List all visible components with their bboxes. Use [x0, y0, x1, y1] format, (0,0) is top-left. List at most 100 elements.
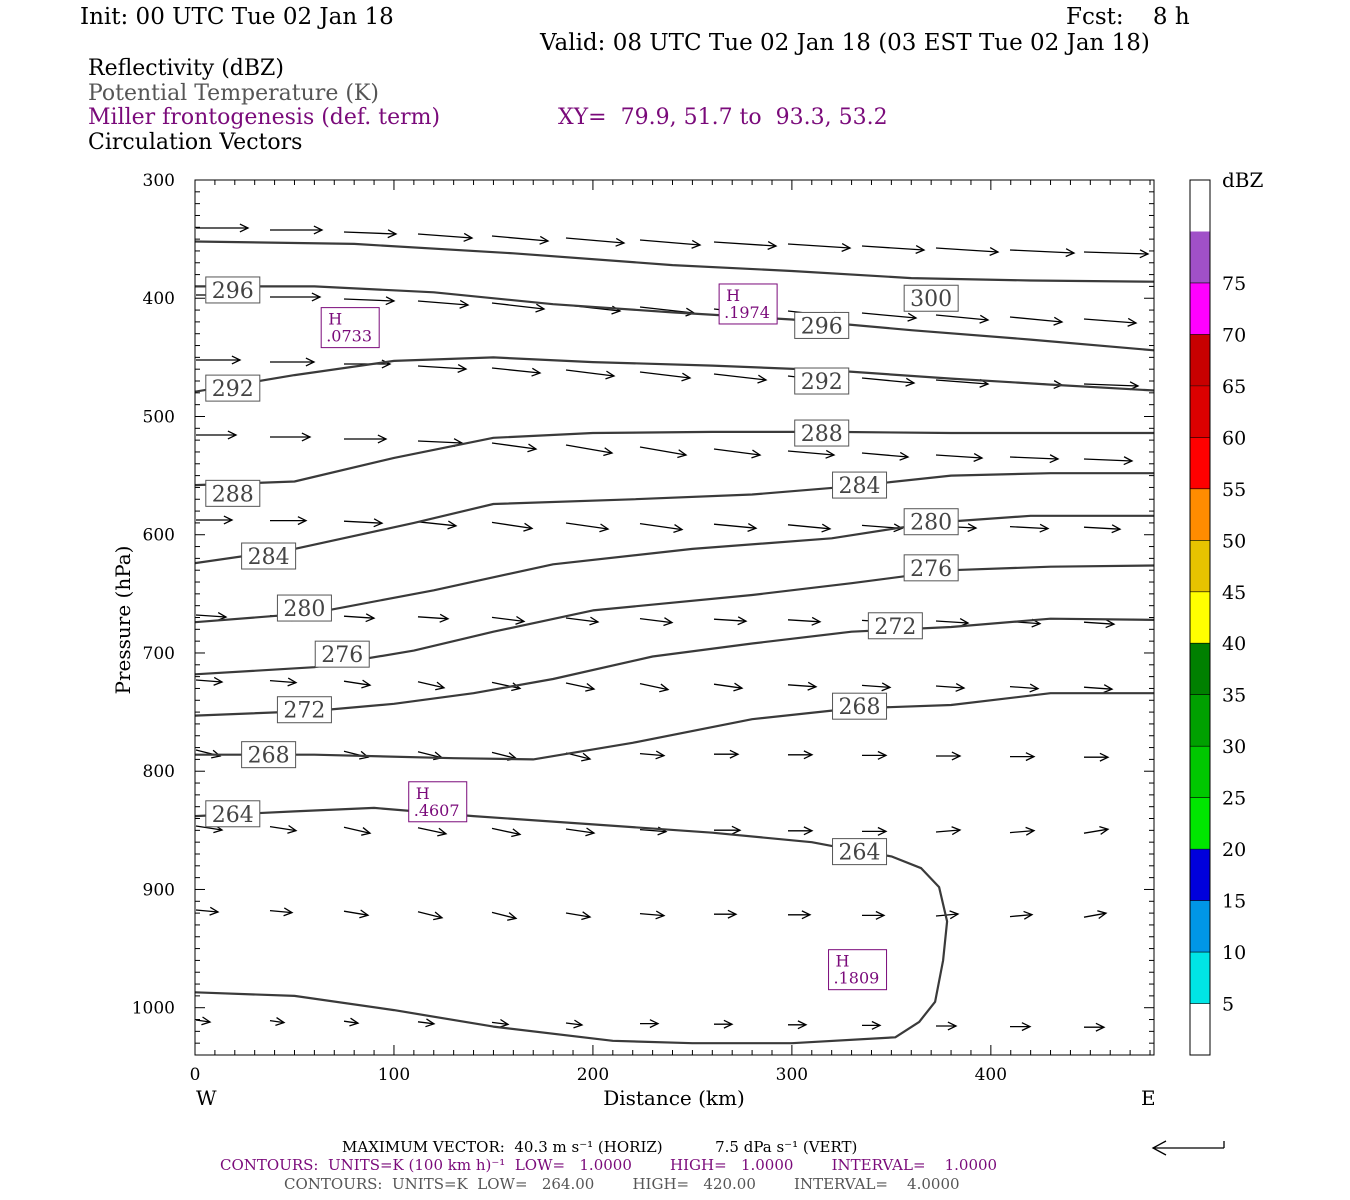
isentrope-label: 276 [910, 557, 952, 582]
circulation-vector [861, 312, 917, 319]
circulation-vector [343, 680, 371, 686]
circulation-vector [639, 239, 701, 246]
circulation-vector-head [223, 515, 234, 525]
circulation-vector-head [907, 312, 918, 322]
y-tick-labels: 300 400 500 600 700 800 900 1000 [132, 171, 175, 1019]
plot-frame [194, 179, 1155, 1056]
colorbar-segment [1190, 694, 1210, 747]
isentrope-label: 264 [212, 803, 254, 828]
circulation-vector-head [535, 303, 546, 313]
circulation-vector-head [603, 447, 614, 457]
circulation-vector [343, 615, 375, 619]
circulation-vector [565, 828, 595, 834]
circulation-vector-head [727, 909, 738, 919]
circulation-vector [639, 522, 683, 531]
circulation-vector-head [507, 912, 518, 921]
circulation-vector-head [821, 523, 832, 533]
y-tick-label: 400 [143, 289, 175, 309]
circulation-vector-head [649, 1019, 660, 1029]
circulation-vector-head [1103, 684, 1114, 694]
frontogenesis-max-value: .4607 [414, 801, 460, 820]
isentrope-label-box [903, 554, 959, 582]
isentrope-label-box [903, 284, 959, 312]
circulation-vector [1009, 249, 1075, 254]
circulation-vector [343, 910, 369, 916]
circulation-vector [1083, 251, 1149, 255]
circulation-vector-head [311, 292, 322, 302]
colorbar-segment [1190, 1003, 1210, 1055]
circulation-vector [935, 913, 959, 917]
circulation-vector [713, 448, 761, 456]
isentrope-264 [195, 806, 949, 1045]
circulation-vector [491, 521, 533, 530]
circulation-vector [195, 1019, 211, 1023]
circulation-vector [195, 909, 219, 913]
colorbar-segment [1190, 180, 1210, 232]
isentrope-label-box [241, 741, 297, 769]
isentrope-label-box [205, 800, 261, 828]
circulation-vector-head [751, 449, 762, 459]
circulation-vector [713, 373, 767, 381]
circulation-vector [491, 367, 541, 374]
circulation-vector-head [447, 520, 458, 530]
x-tick-labels: 0 100 200 300 400 [190, 1065, 1007, 1085]
isentrope-label: 288 [212, 482, 254, 507]
frontogenesis-max-box [718, 283, 778, 325]
circulation-vector-head [275, 1017, 286, 1026]
circulation-vector [195, 679, 223, 683]
circulation-vector-head [825, 449, 836, 459]
circulation-vector [491, 681, 521, 690]
circulation-vector [195, 614, 227, 618]
circulation-vector [417, 1021, 435, 1025]
circulation-vector-head [905, 377, 916, 387]
circulation-vector-head [757, 374, 768, 384]
colorbar-level-label: 75 [1222, 273, 1246, 295]
isentrope-label: 296 [801, 314, 843, 339]
colorbar-level-label: 20 [1222, 839, 1246, 861]
frontogenesis-max-value: .1809 [834, 969, 880, 988]
colorbar-level-label: 65 [1222, 376, 1246, 398]
circulation-vector-head [463, 232, 474, 242]
field-frontogenesis: Miller frontogenesis (def. term) [88, 105, 441, 130]
circulation-vector-head [437, 827, 448, 837]
y-axis-label: Pressure (hPa) [111, 546, 135, 695]
circulation-vector-head [1021, 1022, 1032, 1032]
colorbar-segment [1190, 540, 1210, 592]
circulation-vector-head [531, 367, 542, 377]
colorbar-level-label: 60 [1222, 427, 1246, 449]
circulation-vector-head [361, 827, 372, 836]
frontogenesis-max-box [320, 307, 380, 349]
circulation-vector [491, 827, 521, 836]
isentrope-label: 296 [212, 279, 254, 304]
colorbar-segment [1190, 900, 1210, 953]
colorbar: 5 10 15 20 25 30 35 40 45 50 55 60 65 70 75 [1189, 179, 1246, 1056]
x-axis-east-label: E [1141, 1086, 1156, 1110]
circulation-vector [787, 243, 851, 249]
circulation-vector-head [659, 683, 670, 693]
circulation-vector [343, 520, 383, 524]
cross-section-endpoints: XY= 79.9, 51.7 to 93.3, 53.2 [558, 105, 888, 130]
colorbar-unit: dBZ [1222, 168, 1264, 192]
circulation-vector-head [951, 751, 962, 761]
contours-theta-note: CONTOURS: UNITS=K LOW= 264.00 HIGH= 420.… [284, 1175, 960, 1193]
frontogenesis-max-box [828, 949, 888, 991]
circulation-vector-head [655, 750, 666, 760]
circulation-vector [1083, 383, 1139, 387]
circulation-vector-head [681, 372, 692, 382]
circulation-vector [1083, 526, 1121, 530]
circulation-vector-head [287, 824, 298, 834]
isentrope-label-box [794, 367, 850, 395]
colorbar-level-label: 40 [1222, 633, 1246, 655]
colorbar-segment [1190, 488, 1210, 541]
reference-vector-arrow [1151, 1140, 1225, 1156]
x-tick-label: 200 [577, 1065, 609, 1085]
circulation-vector [269, 679, 297, 684]
isentrope-label: 280 [910, 511, 952, 536]
circulation-vector-head [365, 613, 376, 623]
circulation-vector [491, 751, 517, 760]
circulation-vector-head [899, 451, 910, 461]
circulation-vector [565, 1022, 583, 1026]
circulation-vector-head [539, 235, 550, 245]
colorbar-segment [1190, 643, 1210, 695]
circulation-vector [639, 682, 669, 691]
